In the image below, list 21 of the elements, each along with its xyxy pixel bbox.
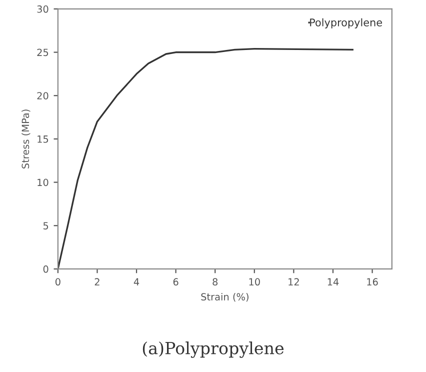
x-tick-label: 2	[94, 278, 100, 286]
x-tick-label: 4	[134, 278, 140, 286]
y-axis-title: Stress (MPa)	[22, 110, 30, 168]
y-tick-label: 10	[38, 178, 48, 186]
y-tick-label: 0	[43, 265, 48, 273]
line-series	[58, 48, 354, 269]
y-tick-label: 20	[37, 92, 48, 100]
y-tick-label: 25	[37, 48, 48, 56]
legend-label: Polypropylene	[310, 18, 382, 28]
x-tick-label: 16	[367, 278, 378, 286]
x-axis-title: Strain (%)	[201, 292, 248, 302]
x-tick-label: 10	[249, 278, 260, 286]
x-tick-label: 12	[288, 278, 299, 286]
y-tick-label: 15	[38, 136, 48, 143]
y-tick-label: 5	[43, 222, 48, 230]
y-tick-label: 30	[37, 5, 48, 13]
x-tick-label: 8	[212, 278, 218, 286]
x-tick-label: 14	[328, 278, 339, 286]
text: (a)Polypropylene	[142, 341, 284, 358]
x-tick-label: 0	[55, 278, 60, 286]
x-tick-label: 6	[173, 278, 178, 286]
